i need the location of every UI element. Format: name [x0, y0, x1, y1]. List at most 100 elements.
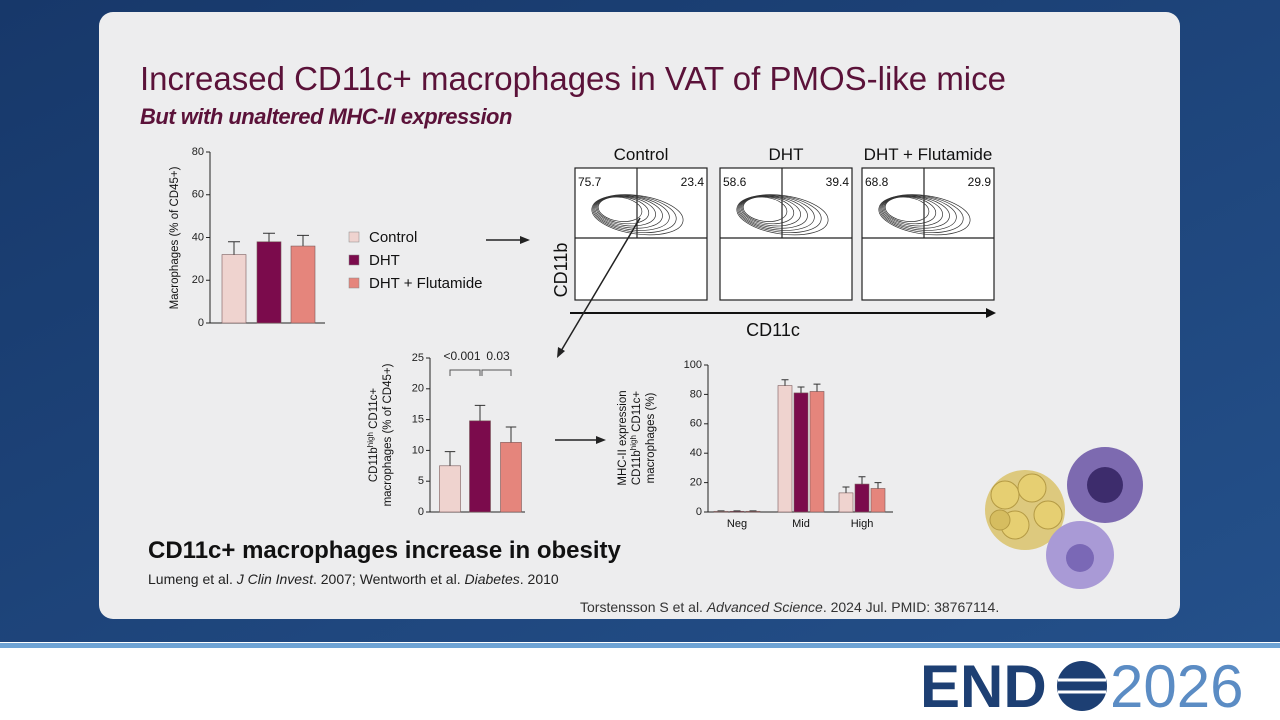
y-tick-label: 60	[192, 189, 204, 201]
logo-stripes	[1058, 678, 1106, 694]
error-bar	[297, 234, 309, 247]
x-tick-label: Neg	[727, 518, 747, 530]
contour	[594, 195, 663, 229]
bar	[777, 385, 793, 513]
gate-percent: 29.9	[968, 175, 992, 189]
contour	[593, 195, 670, 231]
x-tick-label: Mid	[792, 518, 810, 530]
legend-label: DHT + Flutamide	[369, 275, 483, 292]
content-panel	[99, 12, 1180, 619]
arrow-head	[986, 308, 996, 318]
error-bar	[781, 379, 789, 386]
y-axis-label-part: macrophages (%)	[645, 392, 657, 483]
flow-x-label: CD11c	[746, 320, 800, 340]
y-tick-label: 0	[418, 506, 424, 518]
error-bar	[474, 404, 486, 421]
panel-frame	[719, 167, 853, 301]
error-bar	[797, 386, 805, 393]
finding: CD11c+ macrophages increase in obesity	[148, 537, 622, 564]
bar-chart: 0 20 40 60 80 Macrophages (% of CD45+)	[169, 146, 325, 329]
gate-percent: 23.4	[681, 175, 705, 189]
contour	[881, 195, 950, 229]
reference: Lumeng et al. J Clin Invest. 2007; Wentw…	[148, 571, 559, 587]
y-axis-label-part: CD11c+	[631, 391, 643, 435]
y-tick-label: 0	[696, 506, 702, 518]
flow-y-label: CD11b	[551, 243, 571, 298]
panel-label: Control	[614, 145, 669, 164]
contour	[884, 196, 930, 222]
y-axis-label-part: CD11b	[368, 447, 380, 482]
reference-part: Lumeng et al.	[148, 571, 237, 587]
panel-label: DHT	[769, 145, 804, 164]
bar	[256, 241, 282, 324]
y-tick-label: 20	[690, 477, 702, 489]
error-bar	[858, 476, 866, 485]
y-tick-label: 15	[412, 414, 424, 426]
bar	[870, 488, 886, 513]
error-bar	[444, 451, 456, 466]
p-value: <0.001	[443, 349, 480, 363]
contour	[736, 194, 829, 236]
gate-percent: 75.7	[578, 175, 602, 189]
legend-swatch	[348, 254, 360, 266]
reference-part: . 2010	[520, 571, 559, 587]
contour	[737, 194, 822, 233]
legend-label: Control	[369, 229, 417, 246]
panel-frame	[574, 167, 708, 301]
bar	[439, 465, 461, 513]
bar-chart: 0 5 10 15 20 25 CD11bhigh CD11c+ macrophages (%…	[366, 352, 525, 518]
error-bar	[228, 241, 240, 255]
y-tick-label: 100	[684, 359, 702, 371]
significance-bracket	[449, 369, 512, 376]
y-tick-label: 0	[198, 317, 204, 329]
y-axis-label-part: MHC-II expression	[617, 390, 629, 485]
arrow-head	[596, 436, 606, 444]
bar	[713, 510, 729, 513]
y-axis-label: CD11bhigh CD11c+ macrophages (% of CD45+)	[366, 363, 395, 506]
error-bar	[842, 486, 850, 493]
contour	[739, 195, 808, 229]
contour	[597, 196, 643, 222]
arrow	[560, 217, 641, 352]
gate-percent: 68.8	[865, 175, 889, 189]
contour	[740, 195, 801, 227]
bar	[809, 391, 825, 513]
contour	[591, 194, 684, 236]
citation-part: Advanced Science	[706, 599, 823, 615]
bar	[838, 492, 854, 513]
y-axis-label-part: CD11c+	[368, 388, 380, 432]
panel-label: DHT + Flutamide	[864, 145, 993, 164]
legend: Control DHT DHT + Flutamide	[348, 229, 483, 292]
subtitle: But with unaltered MHC-II expression	[140, 104, 512, 129]
y-tick-label: 40	[192, 231, 204, 243]
bar	[221, 254, 247, 324]
bar	[745, 510, 761, 513]
y-tick-label: 5	[418, 475, 424, 487]
y-axis-label-part: high	[629, 435, 638, 450]
y-tick-label: 10	[412, 444, 424, 456]
bar	[469, 420, 491, 513]
legend-swatch	[348, 277, 360, 289]
charts: 0 20 40 60 80 Macrophages (% of CD45+) 0 5 10 15 2…	[169, 146, 893, 530]
contour	[880, 195, 957, 231]
y-tick-label: 80	[690, 388, 702, 400]
flow-cytometry: Control 75.7 23.4 DHT 58.6 39.4 DHT + Flutamid…	[574, 145, 995, 301]
x-tick-label: High	[851, 518, 874, 530]
gate-percent: 39.4	[826, 175, 850, 189]
y-tick-label: 25	[412, 352, 424, 364]
error-bar	[813, 383, 821, 392]
citation-part: . 2024 Jul. PMID: 38767114.	[823, 599, 999, 615]
p-value: 0.03	[486, 349, 510, 363]
contour	[595, 195, 656, 227]
logo-text: 2026	[1110, 653, 1243, 720]
title: Increased CD11c+ macrophages in VAT of P…	[140, 60, 1006, 97]
y-axis-label: MHC-II expression CD11bhigh CD11c+ macroph…	[617, 390, 657, 485]
logo-globe	[1057, 661, 1107, 711]
y-axis-label-part: high	[366, 432, 375, 447]
y-tick-label: 80	[192, 146, 204, 158]
y-axis-label-part: CD11b	[631, 450, 643, 485]
y-tick-label: 60	[690, 418, 702, 430]
legend-swatch	[348, 231, 360, 243]
y-tick-label: 20	[412, 383, 424, 395]
contour	[878, 194, 971, 236]
